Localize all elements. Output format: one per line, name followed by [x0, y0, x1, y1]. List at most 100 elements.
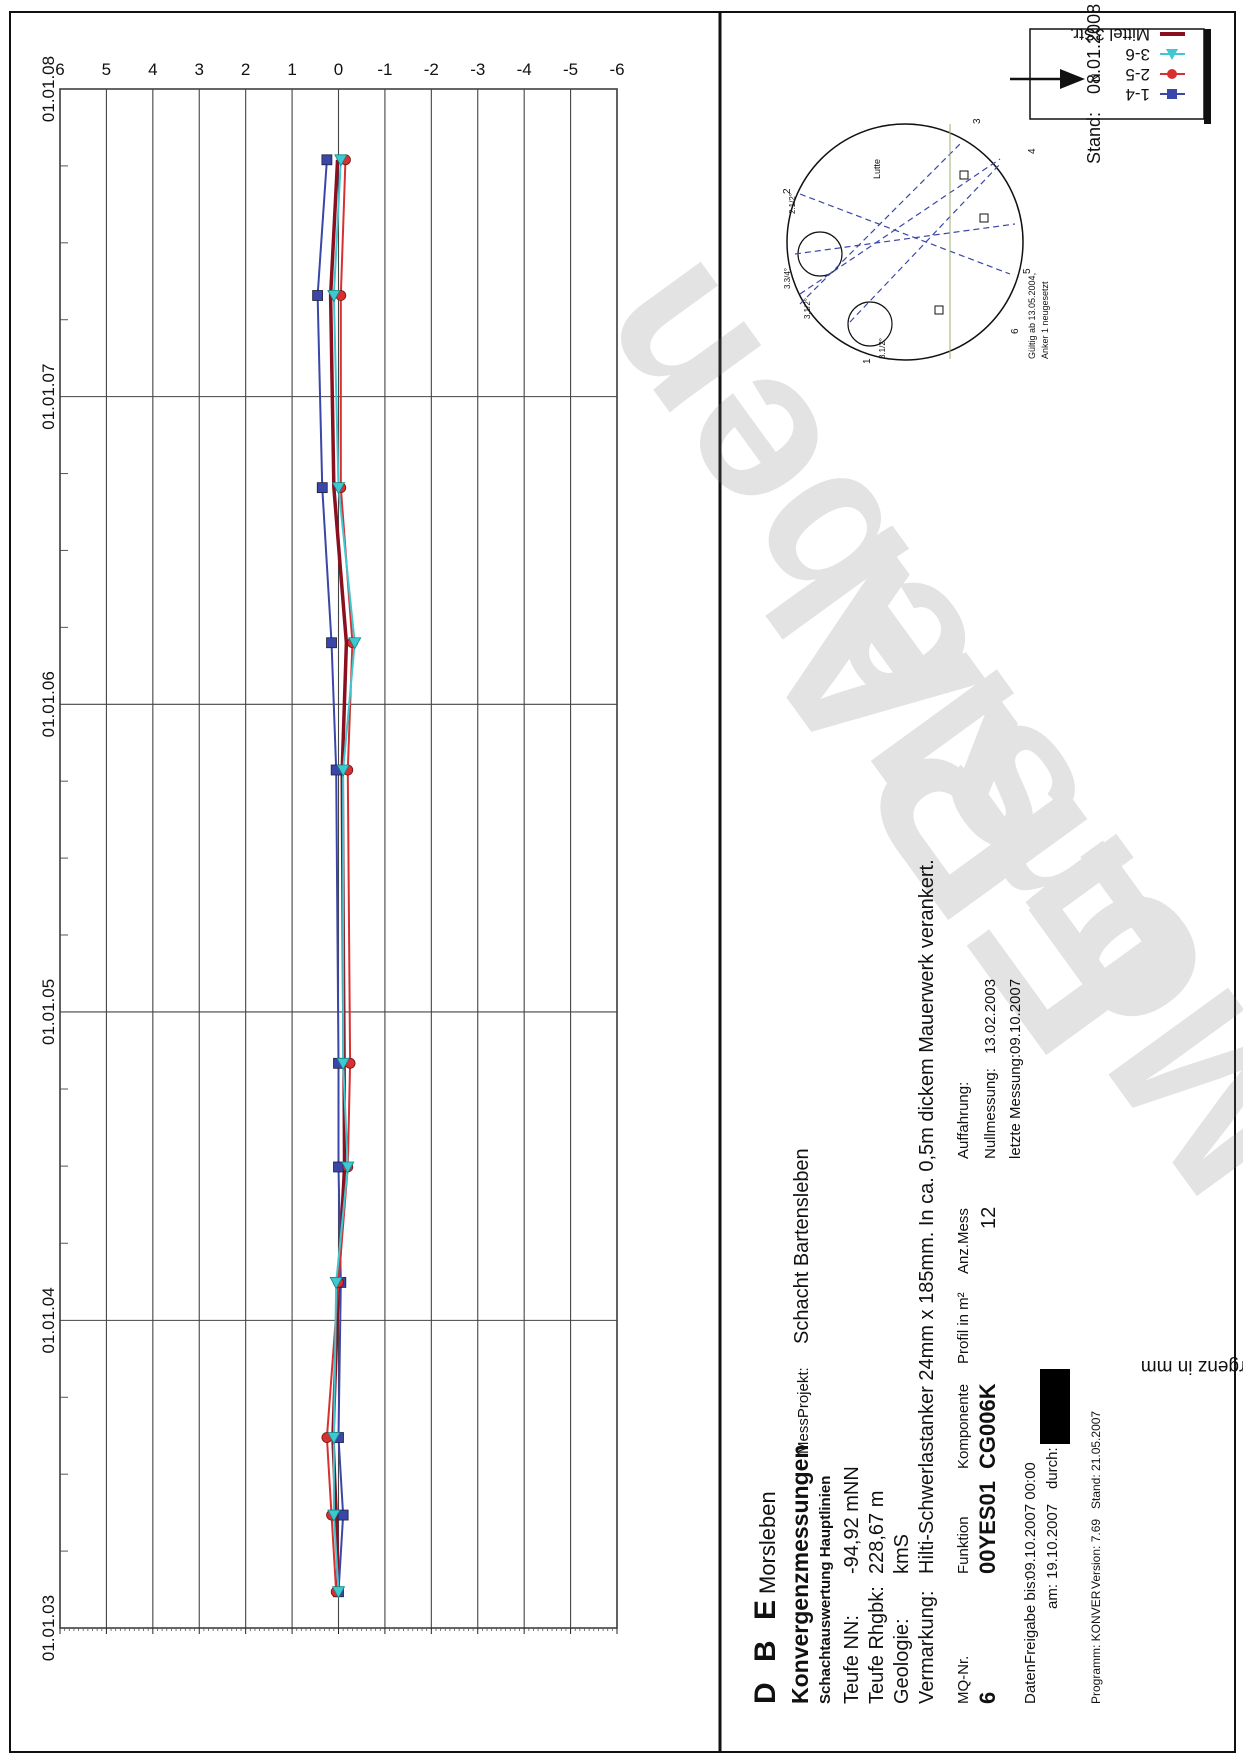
page-frame: [9, 11, 1236, 1753]
shaft-outline: [786, 123, 1024, 361]
north-label: N: [1089, 73, 1103, 82]
profil-label: Profil in m²: [955, 1292, 972, 1364]
funktion-label: Funktion: [955, 1516, 972, 1574]
anzmess-value: 12: [978, 1207, 1000, 1229]
measurement-lines: [794, 143, 1016, 323]
x-tick-label: 01.01.07: [39, 364, 58, 430]
teufe-nn-value: -94,92 mNN: [841, 1466, 863, 1574]
data-point-triangle: [327, 1509, 341, 1522]
am-label: am:: [1044, 1584, 1061, 1609]
data-point-triangle: [336, 764, 350, 777]
legend-label: 3-6: [1125, 45, 1150, 64]
legend-marker-square: [1167, 89, 1177, 99]
data-point-square: [333, 1161, 344, 1173]
funktion-value: 00YES01: [975, 1481, 1000, 1574]
nullmessung-label: Nullmessung:: [982, 1068, 999, 1159]
am-value: 19.10.2007: [1044, 1504, 1061, 1579]
y-tick-label: -5: [563, 60, 578, 79]
legend-marker-triangle: [1166, 49, 1178, 60]
y-tick-label: -2: [424, 60, 439, 79]
data-point-square: [321, 154, 333, 166]
data-point-square: [326, 637, 337, 649]
freigabe-label: DatenFreigabe bis:: [1022, 1577, 1039, 1704]
point-label-3: 3: [972, 118, 983, 124]
series-3-6: [327, 154, 362, 1599]
x-axis-ticks: 01.01.03 01.01.04 01.01.05 01.01.06 01.01.07…: [39, 56, 58, 1661]
data-point-triangle: [334, 154, 348, 167]
teufe-rhgbk-value: 228,67 m: [866, 1491, 888, 1574]
y-tick-label: 3: [195, 60, 204, 79]
letzte-messung-label: letzte Messung:: [1007, 1054, 1024, 1159]
report-title: Konvergenzmessungen: [787, 1445, 813, 1704]
x-tick-label: 01.01.08: [39, 56, 58, 122]
data-point-square: [312, 290, 324, 301]
y-tick-label: 5: [102, 60, 111, 79]
anzmess-label: Anz.Mess: [955, 1208, 972, 1274]
data-point-triangle: [331, 1586, 346, 1599]
version-label: Version: 7.69: [1089, 1519, 1103, 1589]
data-point-triangle: [331, 482, 346, 495]
legend-label: 2-5: [1125, 65, 1150, 84]
vermarkung-value: Hilti-Schwerlastanker 24mm x 185mm. In c…: [916, 859, 938, 1574]
line-1-4: [799, 158, 1001, 295]
data-point-square: [337, 1509, 349, 1521]
y-tick-label: -4: [517, 60, 532, 79]
dim-label-1: 3.1/2°: [878, 338, 887, 359]
anker-note: Anker 1 neugesetzt: [1040, 281, 1050, 359]
y-tick-label: -6: [609, 60, 624, 79]
x-tick-label: 01.01.06: [39, 671, 58, 737]
data-point-triangle: [327, 290, 341, 303]
data-point-triangle: [336, 1057, 350, 1071]
y-tick-label: -3: [470, 60, 485, 79]
legend-shadow: [1204, 29, 1211, 124]
dim-label-3: 3.1/2°: [803, 298, 812, 319]
y-axis-title: Konvergenz in mm: [1141, 1356, 1243, 1377]
line-extra-1: [799, 143, 961, 305]
y-tick-label: 1: [287, 60, 296, 79]
info-panel: D B E Morsleben Konvergenzmessungen Scha…: [749, 0, 1104, 1704]
valid-note: Gültig ab 13.05.2004,: [1027, 273, 1037, 359]
report-subtitle: Schachtauswertung Hauptlinien: [817, 1476, 834, 1704]
marker-square-2: [979, 213, 989, 223]
redacted-signature: [1040, 1369, 1070, 1444]
y-tick-label: 2: [241, 60, 250, 79]
geologie-label: Geologie:: [891, 1618, 913, 1704]
programm-label: Programm: KONVER: [1089, 1590, 1103, 1704]
y-tick-label: -1: [377, 60, 392, 79]
convergence-chart: 01.01.03 01.01.04 01.01.05 01.01.06 01.01.07…: [39, 25, 1243, 1661]
north-arrow-icon: [1060, 69, 1085, 89]
marker-square-3: [934, 305, 944, 315]
letzte-messung-value: 09.10.2007: [1007, 979, 1024, 1054]
teufe-rhgbk-label: Teufe Rhgbk:: [866, 1586, 888, 1704]
site-name: Morsleben: [755, 1491, 780, 1594]
vermarkung-label: Vermarkung:: [916, 1591, 938, 1704]
point-label-6: 6: [1010, 328, 1021, 334]
stand-value: 08.01.2008 15:56:42: [1084, 0, 1104, 94]
data-point-triangle: [348, 637, 362, 650]
luette-pipe: [847, 301, 893, 347]
series-layer: [312, 154, 362, 1599]
watermark: ERA Morsleben: [535, 224, 1243, 1236]
point-label-5: 5: [1022, 268, 1033, 274]
point-label-1: 1: [862, 358, 873, 364]
auffahrung-label: Auffahrung:: [955, 1082, 972, 1159]
nullmessung-value: 13.02.2003: [982, 979, 999, 1054]
stand-version-label: Stand: 21.05.2007: [1089, 1411, 1103, 1509]
messprojekt-label: MessProjekt:: [795, 1367, 812, 1454]
durch-label: durch:: [1044, 1447, 1061, 1489]
stand-label: Stand:: [1084, 112, 1104, 164]
point-label-4: 4: [1027, 148, 1038, 154]
y-tick-label: 6: [55, 60, 64, 79]
luette-label: Lutte: [872, 159, 882, 179]
mqnr-value: 6: [975, 1692, 1000, 1704]
x-tick-label: 01.01.03: [39, 1595, 58, 1661]
komponente-value: CG006K: [975, 1383, 1000, 1469]
legend-marker-circle: [1167, 69, 1177, 79]
y-tick-label: 0: [334, 60, 343, 79]
line-3-6: [849, 163, 1001, 323]
watermark-line-2: Morsleben: [535, 224, 1243, 1236]
company-logo: D B E: [749, 1594, 782, 1704]
